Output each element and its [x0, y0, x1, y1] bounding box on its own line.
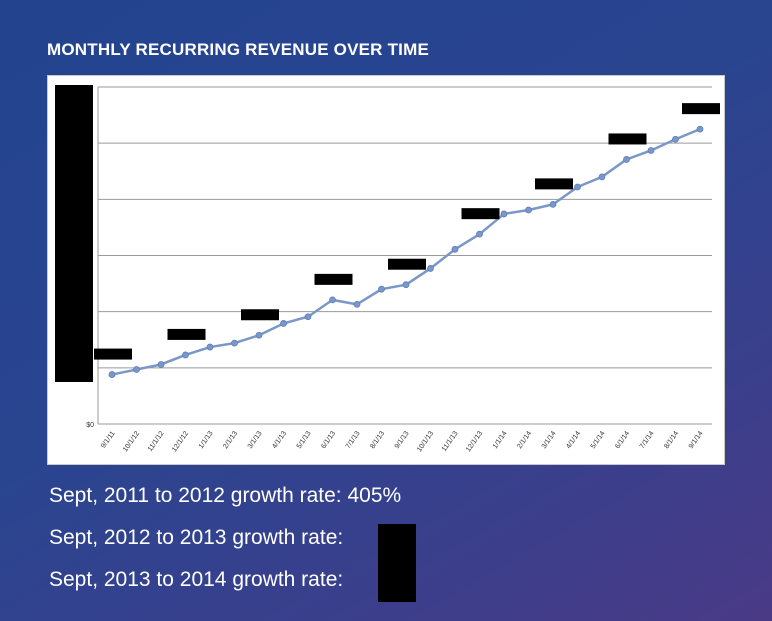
growth-stat-label: Sept, 2012 to 2013 growth rate: — [49, 526, 350, 549]
data-point — [206, 343, 214, 351]
redacted-data-label — [682, 103, 720, 115]
data-point — [157, 361, 165, 368]
growth-stat-label: Sept, 2013 to 2014 growth rate: — [49, 568, 350, 591]
data-point — [182, 351, 189, 359]
data-label-layer — [94, 103, 720, 360]
y-axis-ticks: $0 — [86, 422, 94, 429]
x-tick-label: 11/1/13 — [441, 430, 460, 453]
data-point — [598, 173, 606, 181]
data-point — [549, 200, 557, 208]
data-point — [280, 320, 287, 327]
x-tick-label: 9/1/11 — [100, 430, 117, 450]
data-point — [476, 230, 483, 238]
x-tick-label: 3/1/14 — [541, 430, 558, 450]
data-point — [574, 183, 581, 191]
redacted-data-label — [461, 208, 500, 220]
gridlines — [97, 86, 712, 425]
x-tick-label: 2/1/13 — [222, 430, 239, 450]
x-tick-label: 12/1/13 — [465, 430, 484, 453]
x-tick-label: 1/1/14 — [492, 430, 509, 450]
redacted-data-label — [535, 178, 573, 190]
x-tick-label: 3/1/13 — [247, 430, 264, 450]
growth-stat-2011-2012: Sept, 2011 to 2012 growth rate: 405% — [49, 484, 401, 508]
redacted-data-label — [314, 273, 353, 285]
growth-stat-label: Sept, 2011 to 2012 growth rate: — [49, 484, 348, 507]
x-tick-label: 11/1/12 — [147, 430, 166, 453]
x-tick-label: 2/1/14 — [516, 430, 533, 450]
x-tick-label: 7/1/14 — [639, 430, 656, 450]
redacted-data-label — [608, 133, 647, 145]
x-tick-label: 1/1/13 — [198, 430, 215, 450]
data-point — [108, 371, 116, 378]
x-tick-label: 4/1/14 — [565, 430, 582, 450]
x-tick-label: 4/1/13 — [271, 430, 288, 450]
data-point — [647, 147, 655, 154]
x-tick-label: 6/1/14 — [614, 430, 631, 450]
x-tick-label: 12/1/12 — [171, 430, 190, 453]
data-point — [696, 125, 704, 133]
data-point — [623, 156, 630, 163]
x-tick-label: 8/1/13 — [369, 430, 386, 450]
redacted-data-label — [388, 258, 426, 270]
series-layer — [108, 125, 704, 378]
growth-stat-2012-2013: Sept, 2012 to 2013 growth rate: % — [49, 526, 406, 550]
x-tick-label: 6/1/13 — [320, 430, 337, 450]
data-point — [378, 285, 385, 293]
x-tick-label: 10/1/13 — [416, 430, 435, 453]
data-point — [255, 331, 263, 339]
x-tick-label: 9/1/13 — [394, 430, 411, 450]
data-point — [402, 281, 410, 289]
data-point — [427, 265, 434, 272]
data-point — [451, 245, 459, 253]
data-point — [231, 339, 238, 347]
data-point — [133, 366, 140, 373]
data-point — [329, 296, 336, 304]
x-tick-label: 8/1/14 — [663, 430, 680, 450]
data-point — [304, 313, 312, 321]
redacted-data-label — [94, 348, 132, 360]
x-axis-ticks: 9/1/11 10/1/12 11/1/12 12/1/12 1/1/13 2/1/13 3… — [100, 430, 705, 453]
redacted-y-axis-labels — [55, 85, 93, 382]
growth-stat-value: 405 — [347, 484, 383, 507]
data-point — [525, 206, 532, 214]
data-point — [500, 210, 508, 218]
redacted-data-label — [167, 328, 206, 340]
revenue-line-chart: $0 9/1/11 10/1/12 11/1/12 12/1/12 1/1/13 2/1/… — [55, 85, 720, 453]
x-tick-label: 9/1/14 — [688, 430, 705, 450]
x-tick-label: 5/1/14 — [590, 430, 607, 450]
slide-title: MONTHLY RECURRING REVENUE OVER TIME — [47, 40, 429, 59]
x-tick-label: 5/1/13 — [296, 430, 313, 450]
data-point — [672, 135, 679, 143]
x-tick-label: 10/1/12 — [122, 430, 141, 453]
growth-stat-suffix: % — [382, 484, 402, 507]
chart-panel: $0 9/1/11 10/1/12 11/1/12 12/1/12 1/1/13 2/1/… — [47, 75, 725, 465]
redacted-growth-values — [378, 524, 416, 602]
growth-stat-2013-2014: Sept, 2013 to 2014 growth rate: % — [49, 568, 406, 592]
redacted-data-label — [241, 309, 279, 321]
x-tick-label: 7/1/13 — [345, 430, 362, 450]
y-tick-label: $0 — [86, 422, 94, 429]
data-point — [353, 300, 361, 308]
